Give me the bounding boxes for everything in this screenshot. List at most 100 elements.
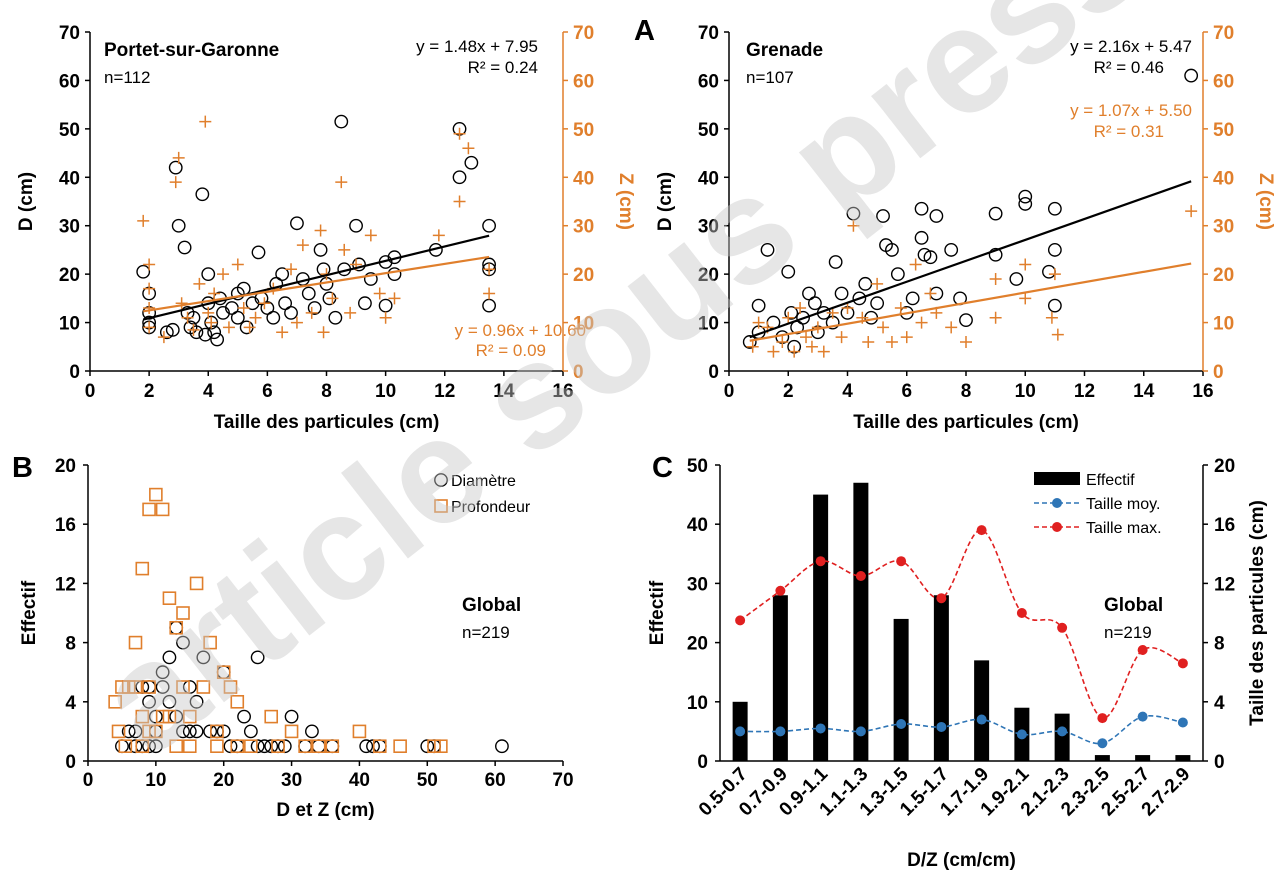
portet-point-z <box>222 321 235 334</box>
panel-b-y-tick-label: 20 <box>55 456 76 477</box>
n-label-c: n=219 <box>1104 623 1152 642</box>
panel-c-y-tick-label: 10 <box>687 693 708 714</box>
grenade-point-z <box>1185 205 1198 218</box>
grenade-x-tick-label: 8 <box>961 381 972 402</box>
grenade-point-d <box>1047 201 1062 216</box>
panel-c-point-taille-max <box>1177 658 1188 669</box>
portet-trendline-d <box>142 234 490 321</box>
panel-b-point-profondeur <box>182 709 197 724</box>
panel-b-point-profondeur <box>155 502 170 517</box>
grenade-point-z <box>862 335 875 348</box>
grenade-point-z <box>835 331 848 344</box>
grenade-y2-tick-label: 60 <box>1213 71 1234 92</box>
portet-y2-tick-label: 50 <box>573 120 594 141</box>
portet-y-tick-label: 50 <box>59 120 80 141</box>
portet-point-d <box>482 218 496 233</box>
panel-b-y-tick-label: 4 <box>65 693 76 714</box>
panel-b-point-profondeur <box>352 724 367 739</box>
grenade-point-d <box>1047 243 1062 257</box>
panel-b-point-diametre <box>121 724 136 739</box>
grenade-point-d <box>876 209 890 223</box>
grenade-y2-tick-label: 70 <box>1213 23 1234 44</box>
grenade-y-tick-label: 50 <box>698 120 719 141</box>
panel-b-point-diametre <box>243 724 258 739</box>
fit-equation-d-portet: y = 1.48x + 7.95 <box>416 37 538 56</box>
portet-y-tick-label: 10 <box>59 314 80 335</box>
grenade-point-z <box>746 340 759 353</box>
portet-point-z <box>338 243 351 256</box>
portet-point-d <box>142 320 157 335</box>
portet-point-d <box>358 296 372 311</box>
grenade-x-tick-label: 12 <box>1074 381 1095 402</box>
portet-point-d <box>482 262 496 277</box>
portet-y2-tick-label: 60 <box>573 71 594 92</box>
portet-point-d <box>387 267 402 282</box>
panel-b-point-profondeur <box>176 680 190 694</box>
grenade-x-tick-label: 2 <box>783 381 794 402</box>
panel-c-line-taille-moy <box>740 715 1184 745</box>
panel-c-y2-axis-label: Taille des particules (cm) <box>1247 500 1268 726</box>
panel-b-y-axis-label: Effectif <box>19 580 40 645</box>
portet-y2-tick-label: 70 <box>573 23 594 44</box>
grenade-point-d <box>914 201 929 216</box>
portet-point-z <box>335 176 348 189</box>
panel-c-point-taille-max <box>896 556 907 567</box>
panel-c-bar-effectif <box>813 494 829 761</box>
grenade-point-z <box>841 302 854 315</box>
portet-point-z <box>483 263 496 276</box>
grenade-point-d <box>870 296 885 311</box>
grenade-point-z <box>1048 268 1061 281</box>
grenade-y2-tick-label: 40 <box>1213 168 1234 189</box>
portet-point-z <box>326 292 339 305</box>
panel-b-point-diametre <box>128 724 143 739</box>
portet-point-d <box>195 187 210 202</box>
panel-c-y-axis-label: Effectif <box>647 580 668 645</box>
grenade-y-axis-label: D (cm) <box>655 172 676 231</box>
portet-point-z <box>143 321 156 334</box>
grenade-y-tick-label: 20 <box>698 265 719 286</box>
panel-b-point-diametre <box>148 739 163 754</box>
panel-b-point-profondeur <box>135 561 150 576</box>
panel-c-legend-marker-taille-max <box>1052 522 1062 532</box>
grenade-x-tick-label: 6 <box>901 381 912 402</box>
panel-c-point-taille-max <box>936 593 947 604</box>
panel-b-x-tick-label: 30 <box>281 770 302 791</box>
portet-point-d <box>328 310 343 325</box>
panel-b-point-profondeur <box>128 680 143 694</box>
portet-y-tick-label: 60 <box>59 71 80 92</box>
portet-trendline-z <box>143 255 490 313</box>
panel-c-point-taille-moy <box>855 726 866 737</box>
panel-b-point-profondeur <box>142 502 156 517</box>
grenade-point-d <box>834 286 849 301</box>
portet-point-z <box>243 321 256 334</box>
panel-c-point-taille-max <box>855 571 866 581</box>
fit-r2-z-grenade: R² = 0.31 <box>1094 122 1164 141</box>
portet-point-z <box>181 311 194 324</box>
grenade-point-d <box>944 243 959 257</box>
portet-point-z <box>172 151 185 164</box>
n-label-b: n=219 <box>462 623 510 642</box>
panel-b-point-profondeur <box>169 739 184 754</box>
grenade-point-z <box>805 340 818 353</box>
panel-c-point-taille-max <box>1016 608 1027 618</box>
panel-b-point-diametre <box>162 650 177 665</box>
panel-b-point-profondeur <box>118 739 133 754</box>
panel-c-y-tick-label: 30 <box>687 574 708 595</box>
grenade-point-d <box>1047 298 1062 313</box>
grenade-point-d <box>923 250 938 265</box>
panel-b-point-diametre <box>189 724 204 739</box>
panel-b-point-profondeur <box>135 739 150 754</box>
panel-b-point-profondeur <box>372 739 387 754</box>
panel-b-point-diametre <box>182 724 197 739</box>
n-label-portet: n=112 <box>104 68 150 87</box>
fit-equation-z-portet: y = 0.96x + 10.60 <box>455 321 586 340</box>
grenade-y-tick-label: 10 <box>698 314 719 335</box>
panel-c-bar-effectif <box>772 595 788 761</box>
grenade-y-tick-label: 0 <box>708 362 719 383</box>
grenade-point-z <box>782 311 795 324</box>
panel-c-bar-effectif <box>853 482 869 761</box>
panel-c-point-taille-moy <box>1057 726 1068 737</box>
portet-point-z <box>202 306 215 319</box>
portet-point-z <box>314 224 327 237</box>
portet-point-z <box>137 214 150 227</box>
